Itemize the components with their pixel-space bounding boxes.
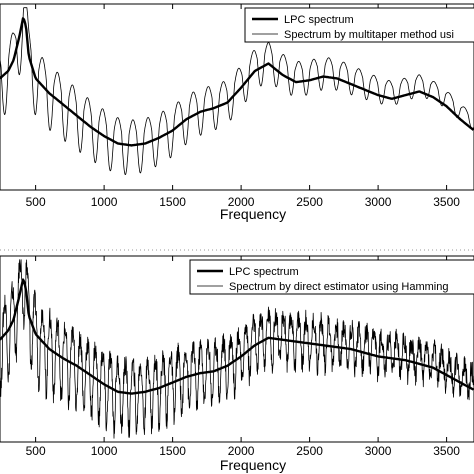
bottom-legend: LPC spectrum Spectrum by direct estimato… [189,259,474,295]
x-tick-label-500: 500 [26,195,46,209]
bottom-spectrum-panel: 500 1000 1500 2000 2500 3000 3500 Frequency LP… [0,255,474,473]
top-legend-label-lpc: LPC spectrum [284,14,354,26]
top-x-tick-labels: 500 1000 1500 2000 2500 3000 3500 [26,195,461,209]
bottom-x-tick-labels: 500 1000 1500 2000 2500 3000 3500 [26,444,461,458]
x-tick-label-1500: 1500 [159,444,186,458]
x-tick-label-2500: 2500 [296,444,323,458]
bottom-legend-label-estimate: Spectrum by direct estimator using Hammi… [229,281,448,293]
bottom-legend-box [189,259,474,295]
top-x-axis-label: Frequency [220,206,286,222]
bottom-x-axis-label: Frequency [220,457,286,473]
top-spectrum-panel: 500 1000 1500 2000 2500 3000 3500 Frequency LP… [0,3,474,222]
x-tick-label-2000: 2000 [228,195,255,209]
bottom-plot-frame [0,255,474,443]
top-plot-frame [0,3,474,191]
x-tick-label-1000: 1000 [91,195,118,209]
x-tick-label-3500: 3500 [433,195,460,209]
x-tick-label-2500: 2500 [296,195,323,209]
top-legend: LPC spectrum Spectrum by multitaper meth… [244,7,474,43]
bottom-direct-estimator-spectrum-line [0,259,474,439]
bottom-lpc-spectrum-line [0,278,474,395]
x-tick-label-3500: 3500 [433,444,460,458]
top-multitaper-spectrum-line [0,7,474,175]
top-legend-box [244,7,474,43]
x-tick-label-2000: 2000 [228,444,255,458]
top-lpc-spectrum-line [0,17,474,147]
x-tick-label-1500: 1500 [159,195,186,209]
bottom-legend-label-lpc: LPC spectrum [229,266,299,278]
x-tick-label-3000: 3000 [365,444,392,458]
x-tick-label-3000: 3000 [365,195,392,209]
x-tick-label-500: 500 [26,444,46,458]
x-tick-label-1000: 1000 [91,444,118,458]
top-legend-label-estimate: Spectrum by multitaper method usi [284,29,454,41]
